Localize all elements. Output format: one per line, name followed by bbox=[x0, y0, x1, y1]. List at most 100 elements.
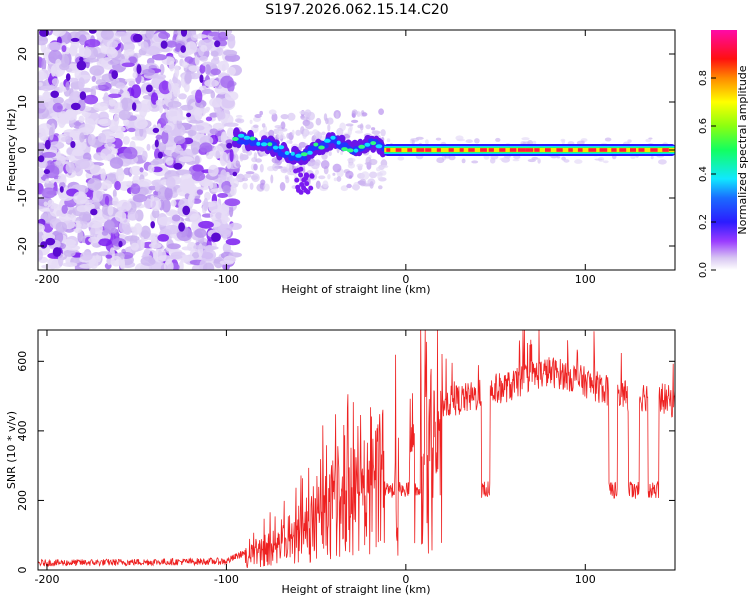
snr-x-tick-label: -200 bbox=[34, 573, 59, 586]
spectrogram-noise-cell bbox=[79, 211, 92, 222]
spectrogram-noise-cell bbox=[132, 102, 137, 111]
spectrogram-haze-cell bbox=[268, 109, 277, 115]
spectrogram-haze-cell bbox=[495, 137, 501, 142]
spectrogram-noise-cell bbox=[216, 108, 224, 120]
spectrogram-haze-cell bbox=[435, 137, 442, 141]
spectrogram-noise-cell bbox=[154, 182, 160, 192]
snr-y-tick-label: 200 bbox=[16, 490, 29, 511]
spectrogram-ridge-peak bbox=[267, 142, 273, 147]
spectrogram-noise-cell bbox=[127, 30, 141, 34]
spectrogram-haze-cell bbox=[574, 159, 583, 164]
spectrogram-noise-cell bbox=[215, 150, 220, 159]
spectrogram-noise-cell bbox=[112, 189, 117, 198]
spectrogram-haze-cell bbox=[277, 132, 285, 139]
spectrogram-noise-cell bbox=[124, 235, 140, 242]
spectrogram-haze-cell bbox=[328, 151, 332, 157]
spectrogram-noise-cell bbox=[158, 142, 167, 153]
spectrogram-noise-cell bbox=[88, 236, 100, 244]
tone-band-red-segment bbox=[599, 148, 608, 152]
spectrogram-noise-cell bbox=[225, 139, 234, 145]
tone-band-red-segment bbox=[662, 148, 669, 152]
spectrogram-noise-cell bbox=[201, 89, 214, 94]
spectrogram-noise-cell bbox=[78, 77, 85, 90]
spectrogram-noise-cell bbox=[194, 228, 207, 238]
spectrogram-noise-cell bbox=[143, 248, 151, 256]
spectrogram-noise-cell bbox=[70, 141, 76, 148]
spectrogram-noise-cell bbox=[150, 197, 162, 212]
tone-band-red-segment bbox=[650, 148, 658, 152]
spectrogram-noise-cell bbox=[105, 254, 113, 259]
spectrogram-noise-cell bbox=[75, 222, 82, 229]
spectrogram-haze-cell bbox=[268, 129, 275, 137]
spectrogram-noise-cell bbox=[116, 199, 132, 212]
spectrogram-noise-cell bbox=[215, 212, 223, 220]
spectrogram-haze-cell bbox=[285, 176, 290, 184]
tone-band-red-segment bbox=[568, 148, 573, 152]
spectrogram-haze-cell bbox=[556, 156, 561, 159]
spectrogram-noise-cell bbox=[114, 210, 127, 222]
spectrogram-noise-cell bbox=[76, 147, 84, 154]
spectrogram-noise-cell bbox=[45, 184, 55, 189]
spectrogram-noise-cell bbox=[79, 132, 85, 143]
spectrogram-noise-cell bbox=[155, 134, 163, 140]
spectrogram-noise-cell bbox=[186, 112, 192, 118]
spectrogram-noise-cell bbox=[137, 178, 152, 187]
spectrogram-noise-cell bbox=[199, 142, 213, 153]
spectrogram-haze-cell bbox=[602, 160, 609, 164]
spectrogram-noise-cell bbox=[220, 169, 228, 180]
spectrogram-noise-cell bbox=[110, 125, 126, 133]
spectrogram-haze-cell bbox=[461, 158, 466, 164]
spectrogram-noise-cell bbox=[130, 84, 142, 99]
spectrogram-noise-cell bbox=[40, 85, 54, 92]
tone-band-red-segment bbox=[436, 148, 441, 152]
spectrogram-noise-cell bbox=[219, 260, 234, 265]
spectrogram-noise-cell bbox=[140, 41, 149, 51]
spectrogram-haze-cell bbox=[645, 138, 652, 143]
spectrogram-noise-cell bbox=[41, 151, 57, 158]
spectrogram-noise-cell bbox=[116, 166, 124, 176]
spectrogram-ridge-peak bbox=[323, 138, 331, 143]
spectrogram-noise-cell bbox=[152, 158, 165, 165]
tone-band-red-segment bbox=[416, 148, 425, 152]
spectrogram-haze-cell bbox=[333, 177, 338, 182]
spectrogram-haze-cell bbox=[351, 119, 359, 123]
spectrogram-noise-cell bbox=[38, 230, 44, 244]
spectrogram-noise-cell bbox=[38, 106, 50, 120]
spectrogram-noise-cell bbox=[209, 97, 224, 108]
spectrogram-noise-cell bbox=[83, 94, 99, 105]
spectrogram-haze-cell bbox=[307, 161, 313, 167]
spectrogram-noise-cell bbox=[202, 262, 215, 270]
spectrogram-noise-cell bbox=[179, 178, 194, 193]
spectrogram-noise-cell bbox=[111, 70, 118, 80]
spectrogram-haze-cell bbox=[243, 173, 252, 178]
tone-band-red-segment bbox=[534, 148, 540, 152]
spectrogram-haze-cell bbox=[411, 139, 415, 145]
spectrogram-noise-cell bbox=[160, 40, 168, 49]
spectrogram-ridge-cell bbox=[266, 145, 273, 151]
spectrogram-noise-cell bbox=[157, 234, 169, 242]
spectrogram-haze-cell bbox=[280, 114, 289, 120]
spectrogram-noise-cell bbox=[123, 146, 138, 160]
spectrogram-noise-cell bbox=[182, 255, 194, 261]
spectrogram-noise-cell bbox=[147, 164, 155, 173]
spectrogram-noise-cell bbox=[145, 30, 155, 39]
spectrogram-noise-cell bbox=[97, 132, 106, 143]
spectrogram-noise-cell bbox=[142, 68, 156, 76]
spectrogram-noise-cell bbox=[178, 222, 186, 232]
spectrogram-noise-cell bbox=[75, 159, 90, 170]
spectrogram-noise-cell bbox=[38, 35, 48, 46]
spectrogram-haze-cell bbox=[359, 123, 364, 131]
spectrogram-haze-cell bbox=[346, 183, 352, 189]
spectrogram-noise-cell bbox=[38, 82, 43, 87]
spectrogram-ridge-peak bbox=[260, 142, 268, 147]
spectrogram-noise-cell bbox=[194, 107, 203, 121]
spectrogram-noise-cell bbox=[70, 37, 80, 42]
colorbar-tick-label: 0.0 bbox=[698, 262, 709, 278]
spec-x-tick-label: 0 bbox=[402, 273, 409, 286]
spectrogram-noise-cell bbox=[232, 171, 238, 177]
spectrogram-noise-cell bbox=[98, 238, 112, 247]
spectrogram-haze-cell bbox=[315, 169, 319, 175]
tone-band-red-segment bbox=[395, 148, 402, 152]
spectrogram-haze-cell bbox=[235, 114, 243, 118]
spectrogram-cells bbox=[38, 30, 675, 270]
